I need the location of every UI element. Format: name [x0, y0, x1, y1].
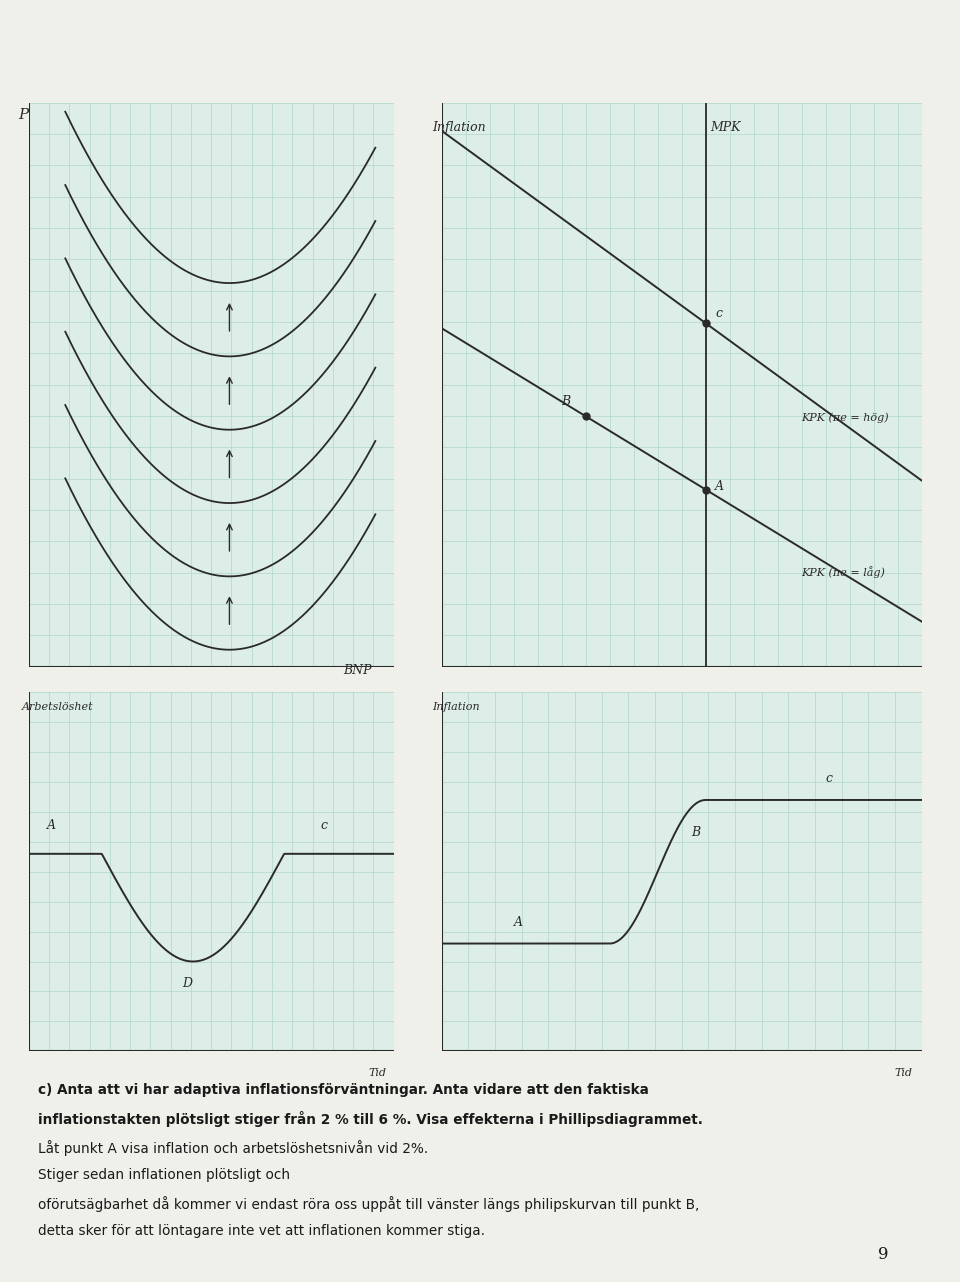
Text: Tid: Tid	[369, 1068, 386, 1078]
Text: B: B	[562, 395, 571, 408]
Text: Tid: Tid	[894, 1068, 912, 1078]
Text: detta sker för att löntagare inte vet att inflationen kommer stiga.: detta sker för att löntagare inte vet at…	[38, 1224, 486, 1238]
Text: Inflation: Inflation	[432, 121, 486, 133]
Text: 9: 9	[878, 1246, 888, 1263]
Text: c) Anta att vi har adaptiva inflationsförväntningar. Anta vidare att den faktisk: c) Anta att vi har adaptiva inflationsfö…	[38, 1083, 649, 1097]
Text: inflationstakten plötsligt stiger från 2 % till 6 %. Visa effekterna i Phillipsd: inflationstakten plötsligt stiger från 2…	[38, 1111, 704, 1127]
Text: Inflation: Inflation	[432, 703, 480, 713]
Text: Arbetslöshet: Arbetslöshet	[21, 703, 93, 713]
Text: Låt punkt A visa inflation och arbetslöshetsnivån vid 2%.: Låt punkt A visa inflation och arbetslös…	[38, 1140, 429, 1155]
Text: A: A	[47, 819, 56, 832]
Text: MPK: MPK	[710, 121, 741, 133]
Text: Stiger sedan inflationen plötsligt och: Stiger sedan inflationen plötsligt och	[38, 1168, 291, 1182]
Text: A: A	[514, 915, 522, 928]
Text: c: c	[321, 819, 327, 832]
Text: A: A	[715, 479, 724, 492]
Text: KPK (πe = hög): KPK (πe = hög)	[802, 413, 889, 423]
Text: BNP: BNP	[343, 664, 372, 677]
Text: D: D	[182, 977, 192, 990]
Text: Arbetslöshet: Arbetslöshet	[826, 699, 898, 708]
Text: KPK (πe = låg): KPK (πe = låg)	[802, 567, 885, 578]
Text: B: B	[691, 826, 701, 838]
Text: oförutsägbarhet då kommer vi endast röra oss uppåt till vänster längs philipskur: oförutsägbarhet då kommer vi endast röra…	[38, 1196, 700, 1211]
Text: c: c	[826, 772, 832, 785]
Text: c: c	[715, 308, 722, 320]
Text: P: P	[18, 109, 28, 123]
Text: Arbetslöshet: Arbetslöshet	[315, 692, 386, 703]
